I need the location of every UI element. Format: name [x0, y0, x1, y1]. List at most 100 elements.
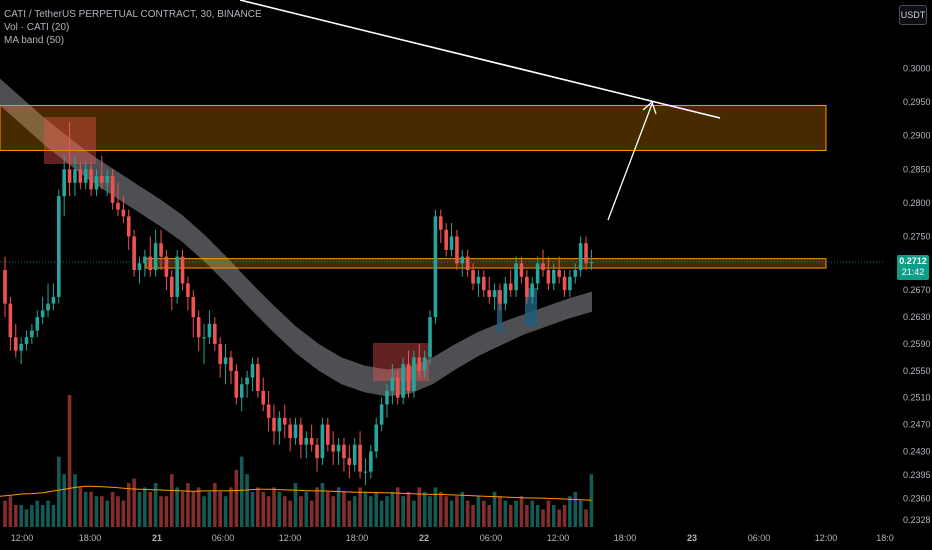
candle-body	[132, 236, 136, 271]
volume-bar	[557, 509, 561, 527]
volume-bar	[180, 491, 185, 527]
volume-bar	[288, 500, 292, 527]
time-tick-label: 12:00	[279, 533, 302, 543]
volume-bar	[89, 491, 93, 527]
price-tick-label: 0.2328	[903, 515, 931, 525]
volume-bar	[519, 496, 524, 527]
candle-body	[105, 176, 110, 183]
volume-bar	[73, 474, 77, 527]
candle-body	[207, 323, 212, 338]
candle-body	[315, 444, 319, 459]
time-tick-label: 06:00	[212, 533, 235, 543]
volume-bar	[471, 505, 475, 527]
price-tick-label: 0.2670	[903, 285, 931, 295]
volume-bar	[57, 456, 61, 527]
candle-body	[363, 471, 368, 473]
volume-bar	[449, 500, 454, 527]
volume-bar	[202, 496, 206, 527]
candle-body	[299, 424, 303, 445]
time-tick-label: 18:00	[346, 533, 369, 543]
candle-body	[256, 364, 260, 391]
volume-bar	[186, 483, 190, 527]
candle-body	[126, 216, 131, 237]
candle-body	[159, 243, 163, 257]
candle-body	[19, 343, 23, 351]
volume-bar	[412, 500, 416, 527]
volume-bar	[8, 496, 13, 527]
bar-countdown: 21:42	[901, 267, 925, 277]
volume-bar	[46, 500, 50, 527]
volume-bar	[207, 491, 212, 527]
volume-bar	[379, 500, 384, 527]
volume-bar	[331, 496, 335, 527]
candle-body	[412, 357, 416, 391]
candle-body	[100, 176, 104, 183]
candle-body	[320, 424, 325, 459]
volume-bar	[503, 500, 508, 527]
candle-body	[24, 337, 29, 344]
candle-body	[8, 303, 13, 338]
candle-body	[331, 444, 335, 452]
volume-bar	[320, 483, 325, 527]
chart-legend: CATI / TetherUS PERPETUAL CONTRACT, 30, …	[4, 8, 262, 47]
volume-bar	[347, 500, 352, 527]
volume-indicator-label[interactable]: Vol · CATI (20)	[4, 22, 70, 33]
candle-body	[352, 444, 357, 465]
band-cross-highlight	[525, 288, 537, 326]
symbol-title[interactable]: CATI / TetherUS PERPETUAL CONTRACT, 30, …	[4, 9, 262, 20]
candle-body	[78, 169, 83, 183]
candle-body	[3, 270, 7, 304]
candle-body	[239, 384, 244, 398]
volume-bar	[363, 491, 368, 527]
volume-ma-line	[0, 485, 592, 501]
candle-body	[358, 444, 362, 472]
volume-bar	[132, 478, 136, 527]
price-tick-label: 0.2510	[903, 393, 931, 403]
candle-body	[508, 283, 513, 291]
price-tick-label: 0.2950	[903, 97, 931, 107]
volume-bar	[266, 496, 271, 527]
volume-bar	[309, 500, 314, 527]
price-tick-label: 0.2850	[903, 164, 931, 174]
candle-body	[444, 229, 448, 250]
volume-bar	[83, 491, 88, 527]
volume-bar	[110, 491, 115, 527]
volume-bar	[30, 505, 34, 527]
ma-band-indicator-label[interactable]: MA band (50)	[4, 35, 65, 46]
volume-bar	[229, 487, 233, 527]
currency-button[interactable]: USDT	[899, 5, 927, 25]
candle-body	[476, 276, 481, 284]
candle-body	[213, 323, 217, 344]
candle-body	[116, 202, 120, 210]
candle-body	[180, 256, 185, 284]
time-tick-label: 23	[687, 533, 697, 543]
candle-body	[503, 283, 508, 304]
volume-bar	[51, 505, 56, 527]
volume-bar	[573, 491, 578, 527]
volume-bar	[245, 474, 249, 527]
time-axis-background	[0, 528, 932, 550]
candle-body	[223, 357, 228, 365]
volume-bar	[239, 456, 244, 527]
candle-body	[336, 444, 341, 452]
volume-bar	[433, 487, 438, 527]
volume-bar	[196, 487, 201, 527]
volume-bar	[589, 474, 594, 527]
candle-body	[525, 276, 529, 297]
volume-bar	[282, 496, 287, 527]
candle-body	[551, 270, 556, 284]
candle-body	[369, 451, 373, 472]
volume-bar	[374, 491, 379, 527]
candle-body	[557, 270, 561, 277]
volume-bar	[105, 500, 110, 527]
volume-bar	[525, 505, 529, 527]
volume-bar	[326, 491, 330, 527]
candle-body	[422, 357, 427, 371]
candle-body	[137, 263, 142, 271]
candle-body	[40, 310, 45, 318]
candle-body	[169, 276, 174, 297]
volume-bar	[272, 487, 276, 527]
candle-body	[196, 317, 201, 338]
candle-body	[288, 424, 292, 439]
